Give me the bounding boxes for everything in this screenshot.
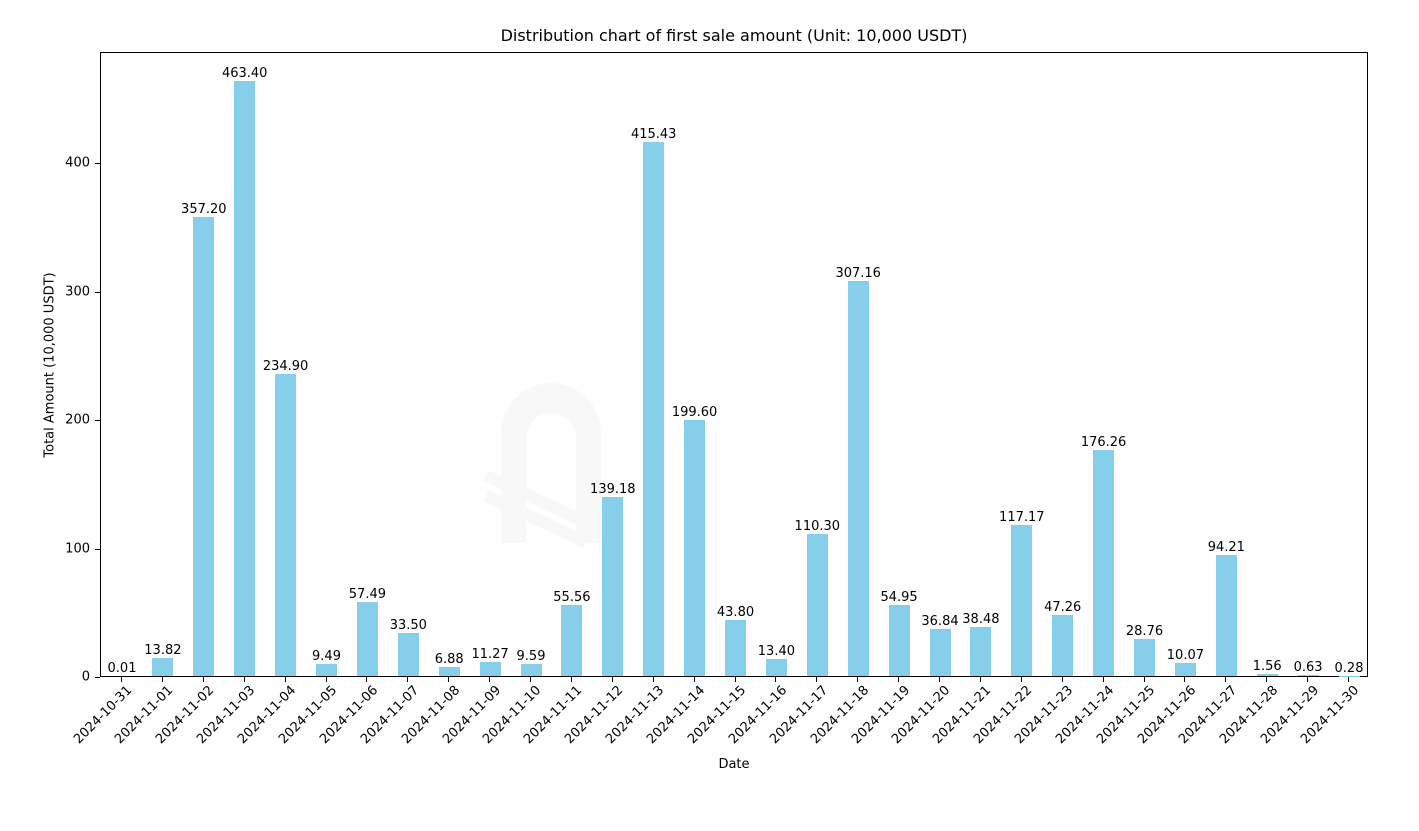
bar-value-label: 1.56 (1252, 658, 1282, 674)
bar-value-label: 54.95 (880, 590, 918, 606)
bar (438, 667, 460, 676)
bar (684, 419, 706, 676)
bar-value-label: 33.50 (389, 617, 427, 633)
bar-value-label: 0.28 (1334, 660, 1364, 676)
bar (1174, 663, 1196, 676)
bar (193, 217, 215, 676)
bar-value-label: 43.80 (716, 604, 755, 620)
bar (602, 497, 624, 676)
bar-value-label: 13.82 (144, 643, 182, 659)
bar-value-label: 9.59 (516, 648, 546, 664)
bar (1297, 675, 1319, 676)
bar (725, 619, 746, 676)
bar (929, 628, 951, 676)
bar-value-label: 234.90 (262, 359, 309, 375)
y-axis-label: Total Amount (10,000 USDT) (42, 272, 58, 458)
bar (356, 602, 378, 676)
bar-value-label: 307.16 (835, 266, 881, 282)
bar (847, 281, 869, 676)
bar (1256, 674, 1278, 676)
bar-value-label: 28.76 (1125, 624, 1164, 640)
bar (479, 661, 501, 676)
bar (234, 80, 256, 676)
bar-value-label: 13.40 (757, 643, 795, 659)
bar (806, 534, 828, 676)
bar-value-label: 36.84 (921, 613, 959, 629)
bar-value-label: 38.48 (962, 611, 1000, 627)
bar (275, 374, 297, 676)
svg-text:PANews: PANews (641, 411, 1130, 539)
bar (561, 604, 583, 676)
bar (643, 142, 665, 676)
bar-value-label: 176.26 (1080, 434, 1127, 450)
bar-value-label: 6.88 (434, 652, 464, 668)
bar-value-label: 10.07 (1166, 648, 1204, 664)
bar-value-label: 0.63 (1293, 660, 1323, 676)
bar-value-label: 117.17 (999, 510, 1045, 526)
bar-value-label: 94.21 (1207, 539, 1245, 555)
bar-value-label: 415.43 (630, 127, 677, 143)
bar-value-label: 55.56 (553, 589, 591, 605)
bar (1052, 615, 1074, 676)
bar (520, 663, 542, 676)
bar-value-label: 199.60 (671, 404, 718, 420)
bar-value-label: 9.49 (312, 648, 341, 664)
bar (1215, 554, 1237, 676)
bar-value-label: 139.18 (590, 482, 636, 498)
bar (1011, 525, 1033, 676)
bar-value-label: 11.27 (471, 646, 509, 662)
plot-area: PANews 0.01 13.82 357.20 463.40 234.90 9.49 57… (100, 52, 1368, 677)
bar (152, 658, 174, 676)
bar (888, 605, 910, 676)
bar-value-label: 47.26 (1044, 600, 1082, 616)
bar (1093, 449, 1115, 676)
bar-value-label: 357.20 (181, 201, 227, 217)
bar-value-label: 110.30 (794, 519, 841, 535)
bar (316, 663, 337, 676)
bar (765, 658, 787, 676)
chart-title: Distribution chart of first sale amount … (500, 26, 968, 45)
x-axis-label: Date (718, 757, 750, 772)
bar (397, 632, 419, 676)
bar (970, 626, 992, 676)
bar-value-label: 57.49 (348, 587, 386, 603)
bar-value-label: 463.40 (221, 65, 268, 81)
bar (1134, 639, 1155, 676)
bar-value-label: 0.01 (107, 660, 137, 676)
